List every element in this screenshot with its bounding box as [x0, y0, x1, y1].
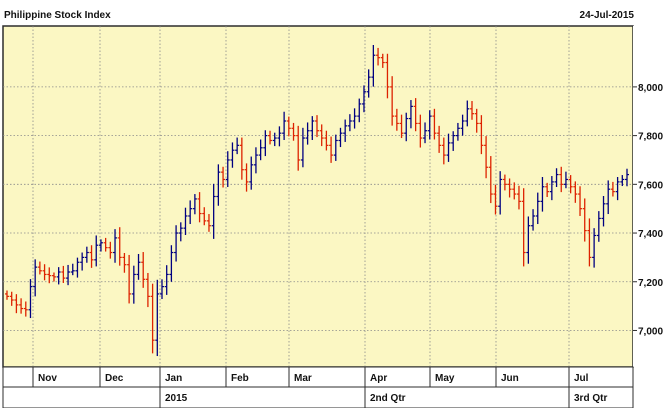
- month-labels: Nov Dec Jan Feb Mar Apr May Jun Jul: [32, 367, 589, 387]
- month-axis-row: [2, 366, 634, 388]
- period-labels: 2015 2nd Qtr 3rd Qtr: [159, 387, 607, 408]
- period-label: 2nd Qtr: [370, 393, 406, 404]
- month-label: Jun: [501, 373, 519, 384]
- y-tick-label: 7,600: [638, 180, 663, 191]
- grid-lines: [3, 26, 633, 367]
- month-label: Apr: [370, 373, 387, 384]
- header-band: [0, 0, 665, 26]
- price-bars: [5, 44, 629, 357]
- month-label: Feb: [231, 373, 249, 384]
- y-tick-label: 8,000: [638, 83, 663, 94]
- chart-date: 24-Jul-2015: [580, 10, 635, 21]
- y-tick-label: 7,200: [638, 278, 663, 289]
- period-axis-row: [2, 386, 634, 408]
- month-label: Jan: [165, 373, 182, 384]
- chart-title: Philippine Stock Index: [4, 10, 111, 21]
- y-tick-label: 7,800: [638, 132, 663, 143]
- month-label: Jul: [574, 373, 589, 384]
- right-axis-area: [633, 26, 665, 367]
- period-label: 3rd Qtr: [574, 393, 607, 404]
- month-label: Mar: [294, 373, 312, 384]
- plot-area: [2, 25, 634, 368]
- month-label: Nov: [38, 373, 57, 384]
- y-tick-label: 7,000: [638, 326, 663, 337]
- month-label: Dec: [105, 373, 124, 384]
- y-axis-ticks: 7,000 7,200 7,400 7,600 7,800 8,000: [633, 83, 663, 337]
- y-tick-label: 7,400: [638, 229, 663, 240]
- period-label: 2015: [165, 393, 188, 404]
- month-label: May: [435, 373, 455, 384]
